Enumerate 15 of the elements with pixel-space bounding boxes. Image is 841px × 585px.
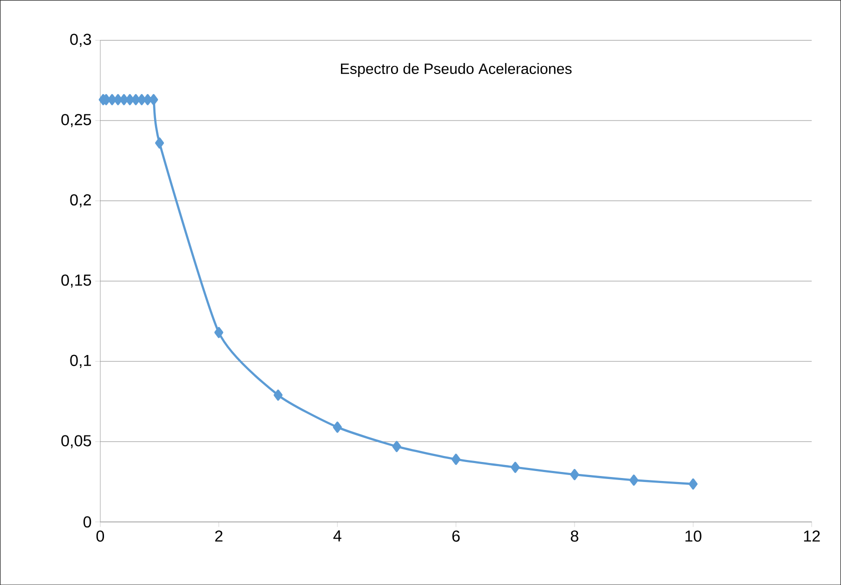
x-tick-label: 0 <box>96 530 104 542</box>
x-tick-label: 2 <box>215 530 222 542</box>
y-tick-label: 0,2 <box>70 194 91 208</box>
x-tick-label: 10 <box>686 530 702 542</box>
x-tick-label: 6 <box>452 530 460 542</box>
y-tick-label: 0,15 <box>61 274 92 288</box>
y-tick-label: 0,25 <box>61 114 92 128</box>
y-tick-label: 0 <box>83 516 92 528</box>
x-tick-label: 8 <box>570 530 578 542</box>
y-tick-label: 0,3 <box>70 34 92 47</box>
y-tick-label: 0,05 <box>61 434 92 448</box>
y-tick-label: 0,1 <box>70 354 91 368</box>
x-tick-label: 4 <box>333 530 342 542</box>
x-tick-label: 12 <box>804 530 820 542</box>
text: Espectro de Pseudo Aceleraciones <box>340 62 572 77</box>
